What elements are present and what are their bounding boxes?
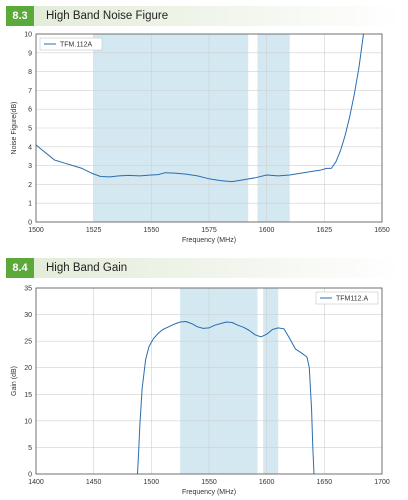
x-tick-label: 1650 (317, 479, 333, 486)
y-axis-label: Gain (dB) (11, 366, 18, 396)
plot-frame (35, 287, 383, 475)
plot-frame (35, 33, 383, 223)
section-header-noise-figure: 8.3 High Band Noise Figure (6, 6, 402, 26)
series-line-0 (36, 34, 364, 183)
x-tick-label: 1525 (86, 227, 102, 234)
gain-chart: 1400 1450 1500 1550 1600 1650 1700 0 5 10 15 20 25 30… (11, 286, 390, 497)
y-tick-label: 5 (28, 445, 32, 452)
y-tick-label: 5 (28, 126, 32, 133)
x-axis-label: Frequency (MHz) (182, 237, 236, 244)
legend-box (39, 37, 103, 51)
y-tick-label: 0 (28, 220, 32, 227)
section-title: High Band Gain (46, 262, 128, 274)
section-title: High Band Noise Figure (46, 10, 169, 22)
legend-box (315, 291, 379, 305)
y-tick-label: 20 (24, 365, 32, 372)
noise-figure-chart: 1500 1525 1550 1575 1600 1625 1650 0 1 2 3 4 5 6 7 8 9 10… (11, 32, 390, 245)
x-axis-label: Frequency (MHz) (182, 489, 236, 496)
x-tick-label: 1700 (374, 479, 390, 486)
y-tick-label: 10 (24, 32, 32, 39)
section-header-gain: 8.4 High Band Gain (6, 258, 402, 278)
x-tick-label: 1400 (28, 479, 44, 486)
x-tick-label: 1450 (86, 479, 102, 486)
x-tick-label: 1575 (201, 227, 217, 234)
y-tick-label: 6 (28, 107, 32, 114)
y-tick-label: 8 (28, 69, 32, 76)
x-tick-label: 1500 (28, 227, 44, 234)
y-tick-label: 25 (24, 339, 32, 346)
section-header-bar (34, 6, 402, 26)
x-tick-label: 1550 (201, 479, 217, 486)
x-tick-label: 1600 (259, 227, 275, 234)
y-tick-label: 1 (28, 201, 32, 208)
y-tick-label: 3 (28, 163, 32, 170)
section-header-bar (34, 258, 402, 278)
legend-label: TFM112.A (336, 296, 368, 303)
x-tick-label: 1600 (259, 479, 275, 486)
y-axis-label: Noise Figure(dB) (11, 102, 18, 155)
y-tick-label: 30 (24, 312, 32, 319)
y-tick-label: 10 (24, 418, 32, 425)
y-tick-label: 7 (28, 88, 32, 95)
y-tick-label: 35 (24, 286, 32, 293)
x-tick-label: 1550 (144, 227, 160, 234)
y-tick-label: 15 (24, 392, 32, 399)
section-number: 8.3 (6, 6, 34, 26)
section-number: 8.4 (6, 258, 34, 278)
shaded-band-0 (180, 288, 258, 474)
x-tick-label: 1625 (317, 227, 333, 234)
legend-label: TFM.112A (60, 42, 92, 49)
y-tick-label: 9 (28, 50, 32, 57)
y-tick-label: 4 (28, 144, 32, 151)
x-tick-label: 1650 (374, 227, 390, 234)
x-tick-label: 1500 (144, 479, 160, 486)
shaded-band-1 (263, 288, 279, 474)
y-tick-label: 0 (28, 472, 32, 479)
series-line-0 (137, 321, 315, 474)
y-tick-label: 2 (28, 182, 32, 189)
